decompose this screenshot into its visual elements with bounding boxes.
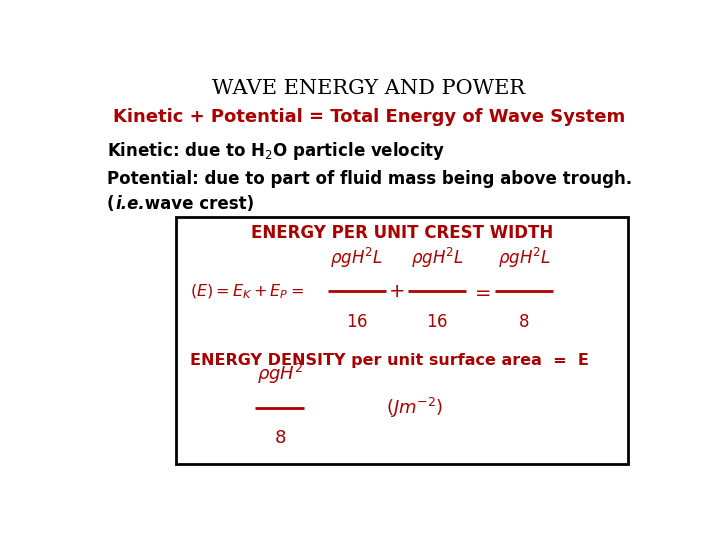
Text: WAVE ENERGY AND POWER: WAVE ENERGY AND POWER	[212, 79, 526, 98]
Text: wave crest): wave crest)	[139, 194, 254, 213]
Text: $\rho gH^2L$: $\rho gH^2L$	[330, 246, 383, 270]
Text: $8$: $8$	[274, 429, 286, 448]
Text: $\rho gH^2L$: $\rho gH^2L$	[410, 246, 464, 270]
FancyBboxPatch shape	[176, 217, 629, 464]
Text: ENERGY PER UNIT CREST WIDTH: ENERGY PER UNIT CREST WIDTH	[251, 224, 554, 242]
Text: Kinetic: due to H$_2$O particle velocity: Kinetic: due to H$_2$O particle velocity	[107, 140, 445, 161]
Text: (: (	[107, 194, 114, 213]
Text: i.e.: i.e.	[115, 194, 145, 213]
Text: Potential: due to part of fluid mass being above trough.: Potential: due to part of fluid mass bei…	[107, 170, 632, 187]
Text: $(Jm^{-2})$: $(Jm^{-2})$	[386, 396, 443, 420]
Text: Kinetic + Potential = Total Energy of Wave System: Kinetic + Potential = Total Energy of Wa…	[113, 109, 625, 126]
Text: $(E) = E_K + E_P =$: $(E) = E_K + E_P =$	[190, 282, 305, 301]
Text: $8$: $8$	[518, 313, 530, 331]
Text: $\rho gH^2L$: $\rho gH^2L$	[498, 246, 551, 270]
Text: $+$: $+$	[387, 282, 404, 301]
Text: $=$: $=$	[470, 282, 491, 301]
Text: $16$: $16$	[346, 313, 368, 331]
Text: $\rho gH^2$: $\rho gH^2$	[256, 362, 303, 386]
Text: $16$: $16$	[426, 313, 448, 331]
Text: ENERGY DENSITY per unit surface area  =  E: ENERGY DENSITY per unit surface area = E	[190, 353, 589, 368]
